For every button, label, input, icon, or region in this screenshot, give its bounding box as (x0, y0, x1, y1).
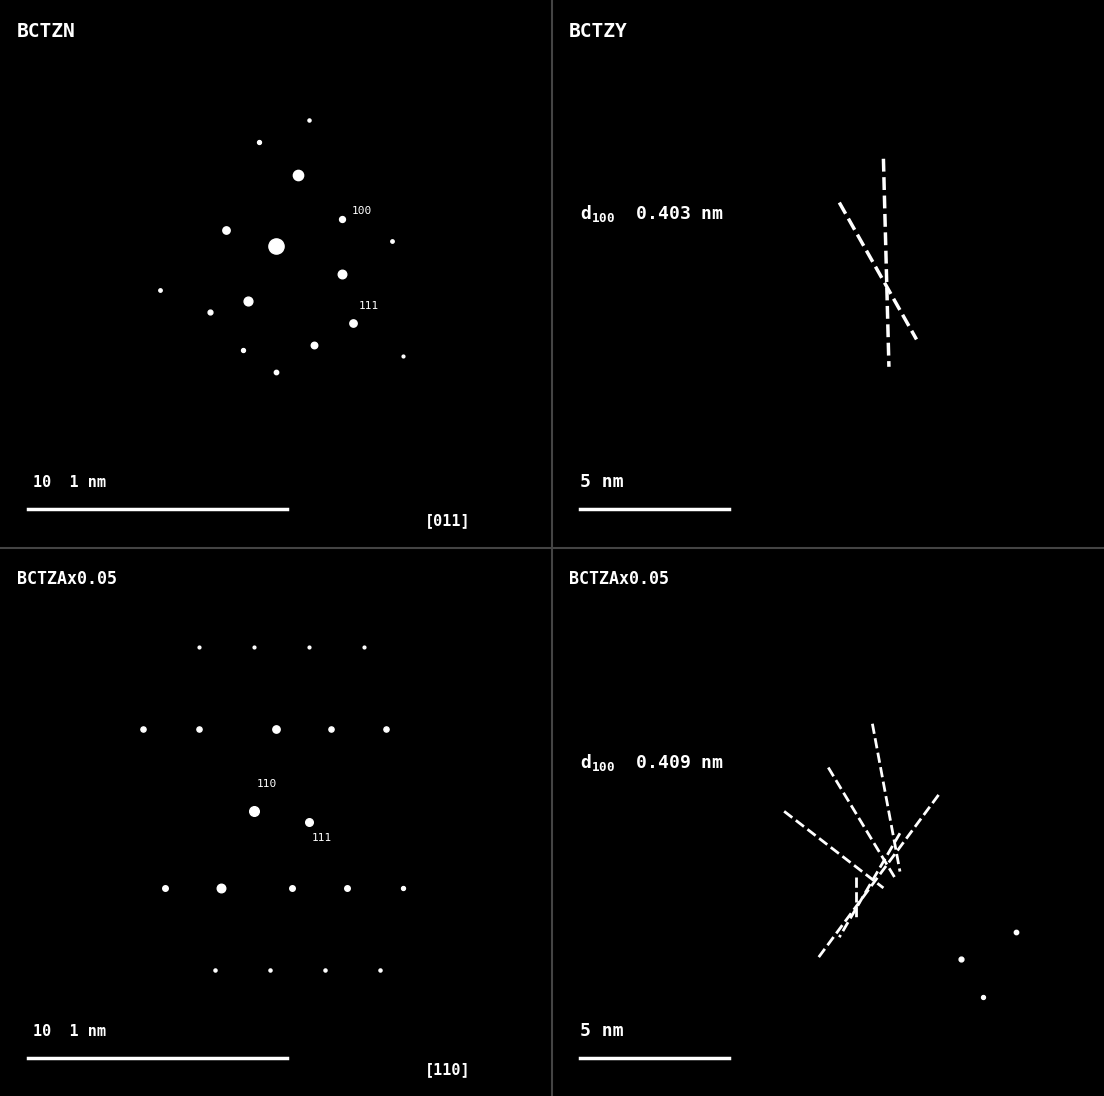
Text: 111: 111 (359, 301, 379, 311)
Text: BCTZAx0.05: BCTZAx0.05 (569, 570, 669, 589)
Point (245, 802, 263, 820)
Point (322, 720, 340, 738)
Point (394, 347, 412, 365)
Point (383, 232, 401, 250)
Point (201, 304, 219, 321)
Point (339, 879, 357, 897)
Point (262, 961, 279, 979)
Text: [011]: [011] (425, 514, 470, 528)
Point (372, 961, 390, 979)
Point (251, 134, 268, 151)
Point (245, 638, 263, 655)
Point (952, 950, 969, 968)
Point (151, 282, 169, 299)
Point (344, 315, 362, 332)
Point (394, 879, 412, 897)
Point (206, 961, 224, 979)
Text: d$_{\mathregular{100}}$  0.403 nm: d$_{\mathregular{100}}$ 0.403 nm (580, 203, 724, 224)
Point (217, 221, 235, 239)
Point (267, 720, 285, 738)
Point (267, 238, 285, 255)
Text: BCTZN: BCTZN (17, 22, 75, 41)
Text: 111: 111 (311, 833, 332, 844)
Text: BCTZAx0.05: BCTZAx0.05 (17, 570, 117, 589)
Point (378, 720, 395, 738)
Point (355, 638, 373, 655)
Point (135, 720, 152, 738)
Point (212, 879, 230, 897)
Point (234, 342, 252, 359)
Point (306, 336, 323, 354)
Point (300, 112, 318, 129)
Point (267, 364, 285, 381)
Point (974, 989, 991, 1006)
Point (289, 167, 307, 184)
Text: 5 nm: 5 nm (580, 473, 624, 491)
Text: d$_{\mathregular{100}}$  0.409 nm: d$_{\mathregular{100}}$ 0.409 nm (580, 752, 724, 773)
Point (333, 265, 351, 283)
Text: 10  1 nm: 10 1 nm (33, 476, 106, 490)
Text: 110: 110 (256, 778, 277, 789)
Text: BCTZY: BCTZY (569, 22, 628, 41)
Text: 10  1 nm: 10 1 nm (33, 1024, 106, 1039)
Point (240, 293, 257, 310)
Point (190, 638, 208, 655)
Point (1007, 923, 1025, 940)
Point (157, 879, 174, 897)
Point (317, 961, 335, 979)
Point (300, 813, 318, 831)
Point (333, 210, 351, 228)
Text: 100: 100 (352, 206, 372, 216)
Point (284, 879, 301, 897)
Text: 5 nm: 5 nm (580, 1021, 624, 1040)
Point (300, 638, 318, 655)
Point (190, 720, 208, 738)
Text: [110]: [110] (425, 1062, 470, 1077)
